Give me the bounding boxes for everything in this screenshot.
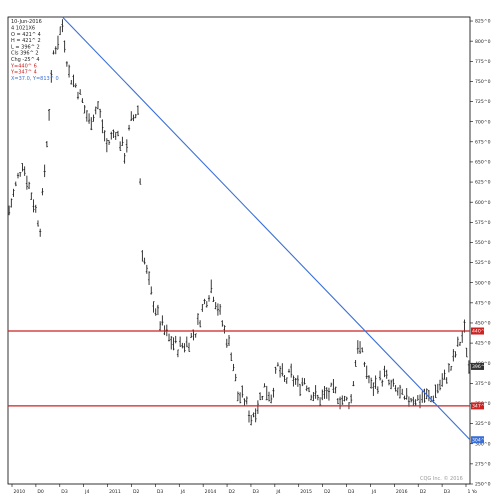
legend-line: 4 1021X6 xyxy=(11,26,35,32)
x-tick-label: D3 xyxy=(157,489,164,495)
trendline-badge xyxy=(471,436,484,444)
y-tick-label: 525^0 xyxy=(475,260,491,266)
y-tick-label: 800^0 xyxy=(475,39,491,45)
x-tick-label: D2 xyxy=(133,489,140,495)
legend-line: X=37.0, Y=813^ 0 xyxy=(11,76,59,82)
x-tick-label: 2016 xyxy=(396,489,408,495)
y-tick-label: 250^0 xyxy=(475,482,491,488)
legend-line: Y=440^ 6 xyxy=(10,63,37,69)
y-tick-label: 775^0 xyxy=(475,59,491,65)
y-tick-label: 475^0 xyxy=(475,300,491,306)
resistance-badge-label: 440^6 xyxy=(472,329,488,335)
trendline-badge-label: 304^0 xyxy=(472,437,488,443)
reference-lines xyxy=(8,16,471,441)
y-tick-label: 750^0 xyxy=(475,79,491,85)
trendline-line xyxy=(62,16,471,441)
y-tick-label: 275^0 xyxy=(475,461,491,467)
x-tick-label: D3 xyxy=(61,489,68,495)
legend-line: Y=347^ 4 xyxy=(10,70,37,76)
legend-line: Cls 396^ 2 xyxy=(11,51,39,57)
x-tick-label: J4 xyxy=(371,489,376,495)
watermark: CQG Inc. © 2016 xyxy=(420,475,463,482)
y-tick-label: 700^0 xyxy=(475,119,491,125)
x-tick-label: D3 xyxy=(348,489,355,495)
x-axis: 2010 D0 D3 J4 2011 D2 D3 J4 2014 D2 D3 J4 2015 D2 D3 J4… xyxy=(11,484,478,495)
y-tick-label: 425^0 xyxy=(475,341,491,347)
x-tick-label: D0 xyxy=(37,489,44,495)
plot-frame xyxy=(7,16,471,485)
y-tick-label: 650^0 xyxy=(475,160,491,166)
y-tick-label: 575^0 xyxy=(475,220,491,226)
x-tick-label: 2010 xyxy=(14,489,26,495)
x-tick-label: 1 Yo xyxy=(468,489,478,495)
x-tick-label: 2011 xyxy=(109,489,121,495)
x-tick-label: J4 xyxy=(275,489,280,495)
y-tick-label: 825^0 xyxy=(475,19,491,25)
price-badges: 440^6 347^4 304^0 396^2 xyxy=(471,327,488,444)
x-tick-label: J4 xyxy=(180,489,185,495)
legend-line: H = 421^ 2 xyxy=(11,38,41,44)
y-tick-label: 625^0 xyxy=(475,180,491,186)
support-badge xyxy=(471,402,484,410)
resistance-badge xyxy=(471,327,484,335)
support-badge-label: 347^4 xyxy=(472,403,488,409)
x-tick-label: J4 xyxy=(84,489,89,495)
y-tick-label: 725^0 xyxy=(475,99,491,105)
legend-line: Chg -25^ 4 xyxy=(11,57,40,63)
y-tick-label: 375^0 xyxy=(475,381,491,387)
x-tick-label: D3 xyxy=(252,489,259,495)
y-tick-label: 450^0 xyxy=(475,321,491,327)
legend-line: O = 421^ 4 xyxy=(11,32,41,38)
legend-date: 10-Jun-2016 xyxy=(11,19,42,25)
y-tick-label: 550^0 xyxy=(475,240,491,246)
x-tick-label: 2015 xyxy=(300,489,312,495)
x-tick-label: 2014 xyxy=(205,489,217,495)
last-price-badge-label: 396^2 xyxy=(472,364,488,370)
y-tick-label: 325^0 xyxy=(475,421,491,427)
x-tick-label: D2 xyxy=(420,489,427,495)
y-tick-label: 500^0 xyxy=(475,280,491,286)
y-tick-label: 675^0 xyxy=(475,139,491,145)
x-tick-label: D3 xyxy=(444,489,451,495)
last-price-badge xyxy=(471,362,484,370)
y-tick-label: 600^0 xyxy=(475,200,491,206)
x-tick-label: D2 xyxy=(324,489,331,495)
x-tick-label: D2 xyxy=(229,489,236,495)
y-tick-label: 300^0 xyxy=(475,441,491,447)
legend-line: L = 396^ 2 xyxy=(11,44,40,50)
